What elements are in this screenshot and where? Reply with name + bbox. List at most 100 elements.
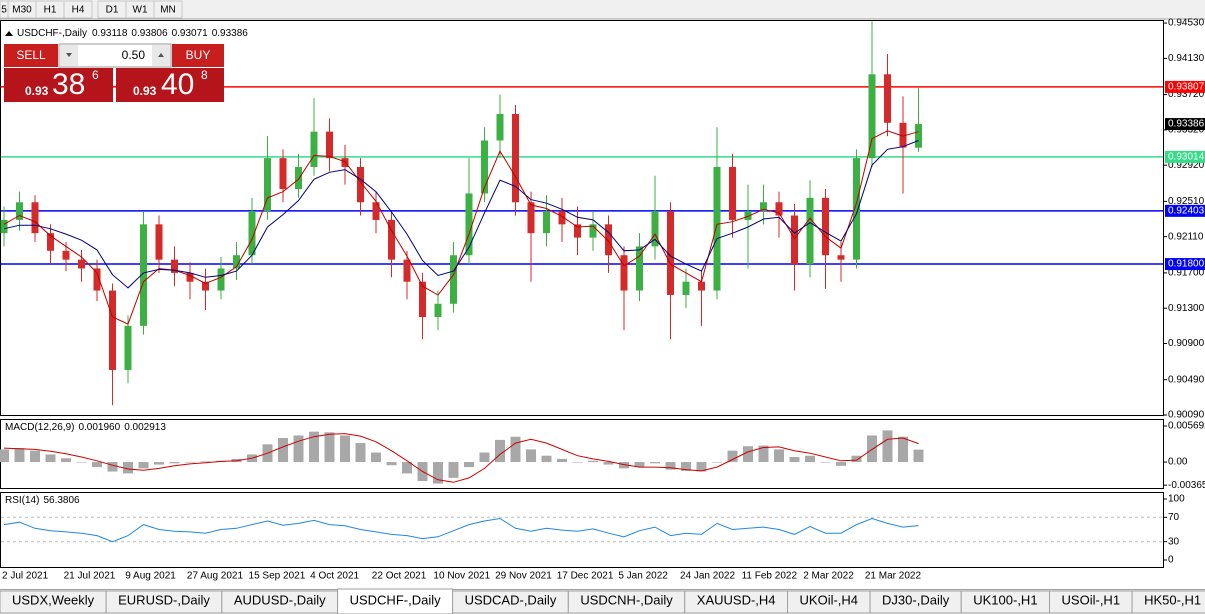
macd-bar (495, 439, 505, 463)
sell-price-big-figure: 0.93 (25, 84, 49, 98)
tab[interactable]: XAUUSD-,H4 (684, 590, 789, 614)
tab-label[interactable]: USDCHF-,Daily (350, 592, 442, 607)
level-label: 0.93807 (1168, 82, 1205, 93)
buy-label[interactable]: BUY (186, 48, 211, 62)
tab[interactable]: UKOil-,H4 (787, 590, 871, 614)
timeframe-label[interactable]: H1 (44, 5, 57, 16)
tab[interactable]: AUDUSD-,Daily (221, 590, 339, 614)
candle-body (682, 281, 690, 295)
x-tick-label: 5 Jan 2022 (618, 571, 668, 582)
x-tick-label: 21 Mar 2022 (865, 571, 922, 582)
macd-signal-value: 0.002913 (124, 422, 166, 433)
rsi-chart: 100 70 30 0 (1, 494, 1185, 566)
timeframe-label[interactable]: M30 (12, 5, 32, 16)
timeframe-label[interactable]: D1 (106, 5, 119, 16)
macd-bar (650, 462, 660, 464)
timeframe-label[interactable]: H4 (72, 5, 85, 16)
candle-body (326, 131, 333, 159)
candle-body (279, 158, 287, 190)
candle-body (419, 281, 426, 318)
macd-panel (0, 419, 1164, 489)
x-tick-label: 27 Aug 2021 (187, 571, 244, 582)
y-tick-label: 0.92110 (1168, 231, 1204, 242)
macd-bar (681, 462, 691, 471)
timeframe-button[interactable] (63, 0, 93, 19)
timeframe-label[interactable]: 5 (1, 5, 7, 16)
candle-body (248, 211, 256, 256)
candle-body (171, 259, 178, 273)
macd-bar (402, 462, 412, 474)
x-tick-label: 15 Sep 2021 (249, 571, 306, 582)
candle-body (450, 255, 457, 304)
macd-bar (278, 437, 288, 463)
tab-label[interactable]: DJ30-,Daily (882, 592, 950, 607)
macd-bar (123, 462, 133, 474)
buy-price-box[interactable] (116, 68, 224, 102)
y-tick-label: 0.90090 (1168, 410, 1205, 421)
buy-price-point: 8 (201, 68, 208, 82)
collapse-icon[interactable] (5, 31, 13, 36)
macd-bar (712, 462, 722, 463)
candle-body (667, 211, 674, 295)
macd-bar (805, 455, 815, 463)
tab-label[interactable]: USDCAD-,Daily (465, 592, 557, 607)
candle-body (31, 202, 39, 234)
macd-bar (30, 450, 40, 463)
tab[interactable]: USDCAD-,Daily (452, 590, 569, 614)
macd-bar (107, 462, 118, 472)
tab[interactable]: DJ30-,Daily (869, 590, 962, 614)
candle-body (775, 202, 783, 216)
lot-box[interactable] (58, 43, 172, 68)
tab-label[interactable]: USDCNH-,Daily (580, 592, 673, 607)
tab-label[interactable]: AUDUSD-,Daily (234, 592, 326, 607)
tab-label[interactable]: USDX,Weekly (12, 592, 95, 607)
candle-body (186, 272, 194, 282)
tab-label[interactable]: UK100-,H1 (973, 592, 1037, 607)
candle-body (140, 224, 147, 326)
current-price-box (1165, 118, 1205, 131)
timeframe-label[interactable]: MN (160, 5, 176, 16)
macd-main-value: 0.001960 (78, 422, 120, 433)
tab[interactable]: HK50-,H1 (1131, 590, 1205, 614)
macd-bar (820, 462, 831, 463)
tab-label[interactable]: USOil-,H1 (1062, 592, 1121, 607)
tab[interactable]: EURUSD-,Daily (105, 590, 223, 614)
candle-body (589, 224, 597, 238)
sell-button[interactable] (4, 44, 58, 67)
tab[interactable]: USDX,Weekly (0, 590, 107, 614)
y-tick-label: 0.91700 (1168, 268, 1205, 279)
tab-label[interactable]: HK50-,H1 (1144, 592, 1201, 607)
sell-label[interactable]: SELL (16, 48, 46, 62)
buy-button[interactable] (172, 44, 224, 67)
tab-label[interactable]: XAUUSD-,H4 (697, 592, 776, 607)
macd-bar (696, 462, 707, 472)
level-label-box (1165, 150, 1205, 163)
tab[interactable]: UK100-,H1 (960, 590, 1051, 614)
x-tick-label: 22 Oct 2021 (372, 571, 427, 582)
candle-body (202, 281, 209, 291)
tab[interactable]: USDCHF-,Daily (337, 588, 454, 614)
macd-bar (557, 458, 567, 463)
tab-background[interactable] (337, 588, 454, 614)
level-label-box (1165, 204, 1205, 217)
timeframe-label[interactable]: W1 (133, 5, 148, 16)
macd-bar (200, 461, 211, 463)
y-tick-label: 100 (1168, 494, 1185, 505)
x-tick-label: 11 Feb 2022 (742, 571, 798, 582)
y-tick-label: -0.00365 (1168, 480, 1205, 491)
tab-background[interactable] (1131, 590, 1205, 614)
candle-body (16, 202, 23, 220)
tab[interactable]: USDCNH-,Daily (567, 590, 686, 614)
y-tick-label: 0.92510 (1168, 196, 1205, 207)
timeframe-button[interactable] (153, 0, 183, 19)
macd-bar (92, 462, 102, 468)
tab-label[interactable]: EURUSD-,Daily (118, 592, 210, 607)
candle-body (47, 233, 54, 251)
macd-bar (386, 462, 397, 466)
tab[interactable]: USOil-,H1 (1049, 590, 1133, 614)
tab-label[interactable]: UKOil-,H4 (800, 592, 859, 607)
sell-price-box[interactable] (4, 68, 113, 102)
lot-value[interactable]: 0.50 (122, 48, 146, 62)
